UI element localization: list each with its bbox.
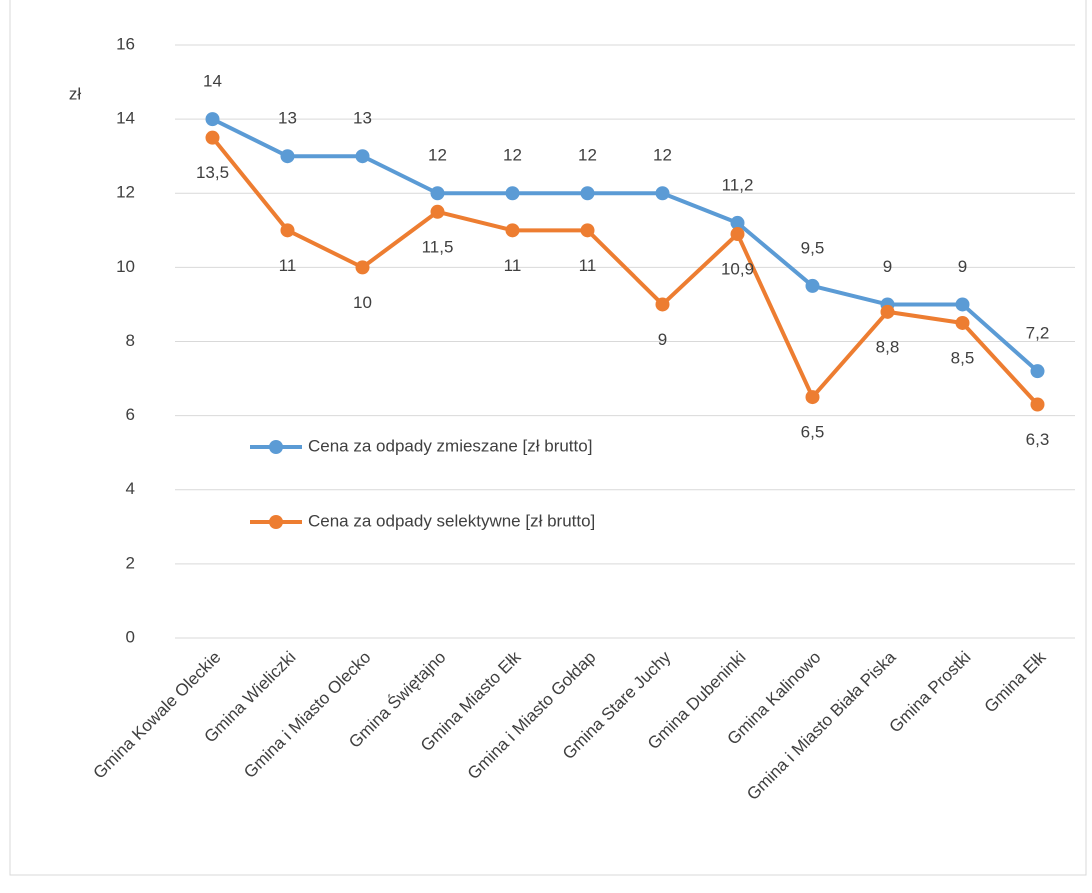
data-point: [430, 204, 445, 219]
data-point: [355, 149, 370, 164]
data-point: [280, 223, 295, 238]
series-line: [211, 117, 1039, 373]
x-tick-label: Gmina i Miasto Gołdap: [464, 648, 600, 784]
data-label: 6,3: [1026, 430, 1050, 449]
data-point: [205, 112, 220, 127]
data-point: [730, 215, 745, 230]
data-label: 12: [503, 146, 522, 165]
x-tick-label: Gmina i Miasto Olecko: [240, 648, 374, 782]
data-label: 10: [353, 293, 372, 312]
data-label: 9: [958, 257, 967, 276]
data-label: 11: [504, 256, 522, 275]
y-tick-label: 4: [126, 479, 135, 498]
data-label: 12: [428, 146, 447, 165]
y-tick-label: 16: [116, 34, 135, 53]
data-label: 9,5: [801, 238, 825, 257]
data-label: 12: [578, 146, 597, 165]
legend-marker: [269, 440, 283, 454]
data-label: 9: [658, 330, 667, 349]
data-label: 9: [883, 257, 892, 276]
y-tick-label: 6: [126, 405, 135, 424]
data-label: 13: [278, 109, 297, 128]
data-label: 8,5: [951, 348, 975, 367]
data-point: [505, 223, 520, 238]
legend-label: Cena za odpady zmieszane [zł brutto]: [308, 436, 592, 455]
x-tick-label: Gmina Ełk: [981, 647, 1050, 716]
data-label: 11,2: [722, 175, 754, 194]
legend-marker: [269, 515, 283, 529]
series-line: [210, 136, 1039, 406]
legend-label: Cena za odpady selektywne [zł brutto]: [308, 511, 595, 530]
data-label: 7,2: [1026, 324, 1050, 343]
data-point: [880, 304, 895, 319]
data-label: 11: [579, 256, 597, 275]
x-tick-label: Gmina i Miasto Biała Piska: [743, 647, 900, 804]
data-label: 13: [353, 109, 372, 128]
data-point: [580, 186, 595, 201]
data-point: [1030, 397, 1045, 412]
data-point: [580, 223, 595, 238]
y-tick-label: 8: [126, 331, 135, 350]
data-label: 6,5: [801, 423, 825, 442]
y-tick-label: 14: [116, 109, 135, 128]
data-point: [280, 149, 295, 164]
data-point: [805, 390, 820, 405]
y-tick-label: 2: [126, 553, 135, 572]
data-label: 12: [653, 146, 672, 165]
data-point: [430, 186, 445, 201]
data-point: [1030, 364, 1045, 379]
data-point: [805, 278, 820, 293]
data-point: [955, 297, 970, 312]
data-point: [355, 260, 370, 275]
data-label: 14: [203, 72, 222, 91]
data-label: 10,9: [721, 260, 754, 279]
y-tick-label: 12: [116, 183, 135, 202]
data-label: 11,5: [422, 237, 454, 256]
data-label: 11: [279, 256, 297, 275]
data-label: 13,5: [196, 163, 229, 182]
y-axis-label: zł: [69, 84, 82, 103]
data-point: [505, 186, 520, 201]
y-tick-label: 10: [116, 257, 135, 276]
chart-frame: [9, 0, 1087, 876]
data-point: [655, 297, 670, 312]
x-tick-label: Gmina Kowale Oleckie: [89, 648, 224, 783]
y-tick-label: 0: [126, 627, 135, 646]
data-point: [955, 315, 970, 330]
data-point: [655, 186, 670, 201]
data-point: [205, 130, 220, 145]
data-point: [730, 227, 745, 242]
data-label: 8,8: [876, 337, 900, 356]
